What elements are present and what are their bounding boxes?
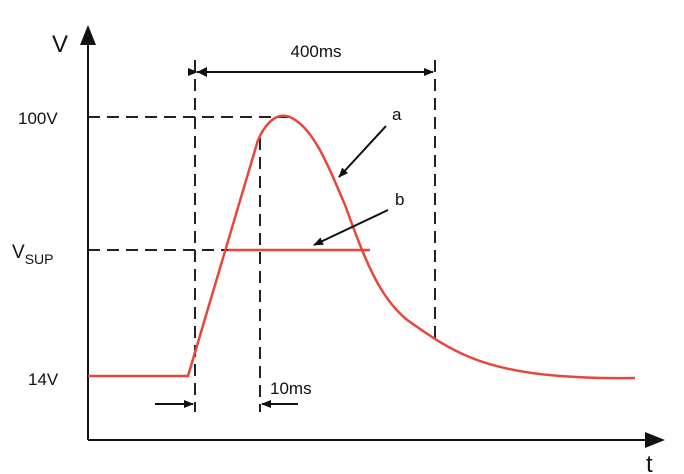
curve-label: b	[395, 190, 404, 209]
pointer	[313, 209, 389, 246]
level-label: VSUP	[12, 242, 53, 267]
curve-label: a	[392, 105, 402, 124]
pointer	[338, 125, 387, 178]
level-main: V	[12, 242, 25, 263]
level-sub: SUP	[25, 251, 54, 267]
x-label: t	[646, 451, 653, 474]
y-label: V	[52, 31, 68, 58]
level-label: 100V	[18, 109, 58, 128]
curve-a	[88, 114, 636, 380]
duration-label: 10ms	[270, 379, 312, 398]
x-arrow	[645, 432, 665, 448]
arrow-head	[197, 67, 207, 77]
y-arrow	[80, 25, 96, 45]
level-label: 14V	[28, 370, 59, 389]
duration-label: 400ms	[290, 42, 341, 61]
